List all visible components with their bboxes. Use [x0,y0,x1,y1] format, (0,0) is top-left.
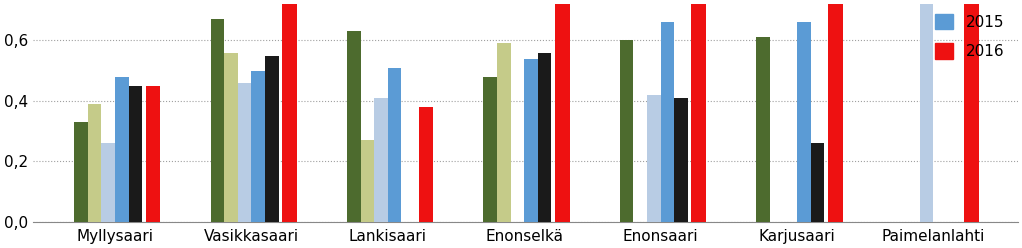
Bar [524,59,538,222]
Bar [211,19,224,222]
Bar [920,4,933,222]
Bar [660,22,675,222]
Bar [129,86,142,222]
Bar [282,4,297,222]
Bar [964,4,979,222]
Bar [619,40,634,222]
Bar [75,122,88,222]
Bar [146,86,160,222]
Bar [101,143,115,222]
Bar [555,4,570,222]
Bar [828,4,842,222]
Bar [374,98,387,222]
Bar [361,140,374,222]
Bar [691,4,706,222]
Bar [497,43,511,222]
Bar [88,104,101,222]
Bar [797,22,810,222]
Legend: 2015, 2016: 2015, 2016 [929,7,1010,65]
Bar [538,53,552,222]
Bar [756,37,770,222]
Bar [265,56,279,222]
Bar [115,77,129,222]
Bar [483,77,497,222]
Bar [387,68,402,222]
Bar [224,53,238,222]
Bar [251,71,265,222]
Bar [647,95,660,222]
Bar [346,31,361,222]
Bar [238,83,251,222]
Bar [419,107,433,222]
Bar [675,98,688,222]
Bar [810,143,824,222]
